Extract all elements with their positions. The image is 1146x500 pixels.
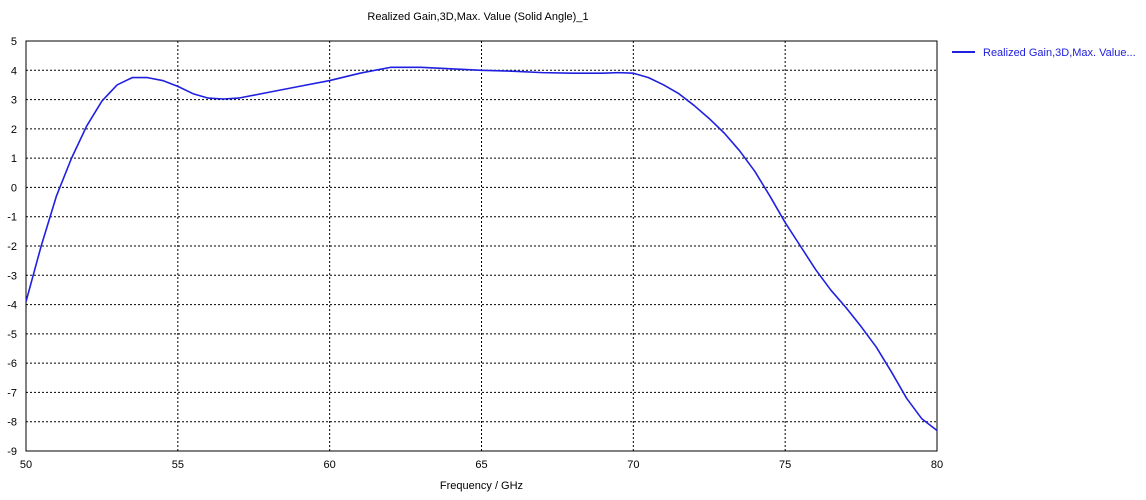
chart-title: Realized Gain,3D,Max. Value (Solid Angle… <box>367 11 588 23</box>
x-tick-label: 65 <box>475 459 487 471</box>
x-tick-label: 70 <box>627 459 639 471</box>
y-tick-label: -1 <box>7 212 17 224</box>
y-tick-label: 2 <box>11 124 17 136</box>
series-line <box>25 66 938 432</box>
plot-area-frame <box>25 40 938 452</box>
x-tick-label: 75 <box>779 459 791 471</box>
x-tick-label: 50 <box>20 459 32 471</box>
y-tick-label: -6 <box>7 358 17 370</box>
y-tick-label: 4 <box>11 65 17 77</box>
y-tick-label: -7 <box>7 387 17 399</box>
y-tick-label: -8 <box>7 417 17 429</box>
y-tick-label: 1 <box>11 153 17 165</box>
x-tick-label: 55 <box>172 459 184 471</box>
y-tick-label: 5 <box>11 36 17 48</box>
axis-ticks: 50 55 60 65 70 75 80 5 4 3 2 1 0 -1 -2 -3 -4 -5 -6 -7 -8 -9 <box>7 36 943 471</box>
grid-lines <box>26 41 937 451</box>
y-tick-label: -9 <box>7 446 17 458</box>
y-tick-label: 0 <box>11 182 17 194</box>
y-tick-label: -5 <box>7 329 17 341</box>
x-tick-label: 60 <box>324 459 336 471</box>
series-layer <box>25 66 938 432</box>
y-tick-label: 3 <box>11 95 17 107</box>
x-axis-label: Frequency / GHz <box>440 480 523 492</box>
legend: Realized Gain,3D,Max. Value... <box>952 47 1136 59</box>
y-tick-label: -3 <box>7 270 17 282</box>
y-tick-label: -2 <box>7 241 17 253</box>
x-tick-label: 80 <box>931 459 943 471</box>
y-tick-label: -4 <box>7 300 17 312</box>
legend-label: Realized Gain,3D,Max. Value... <box>983 47 1136 59</box>
